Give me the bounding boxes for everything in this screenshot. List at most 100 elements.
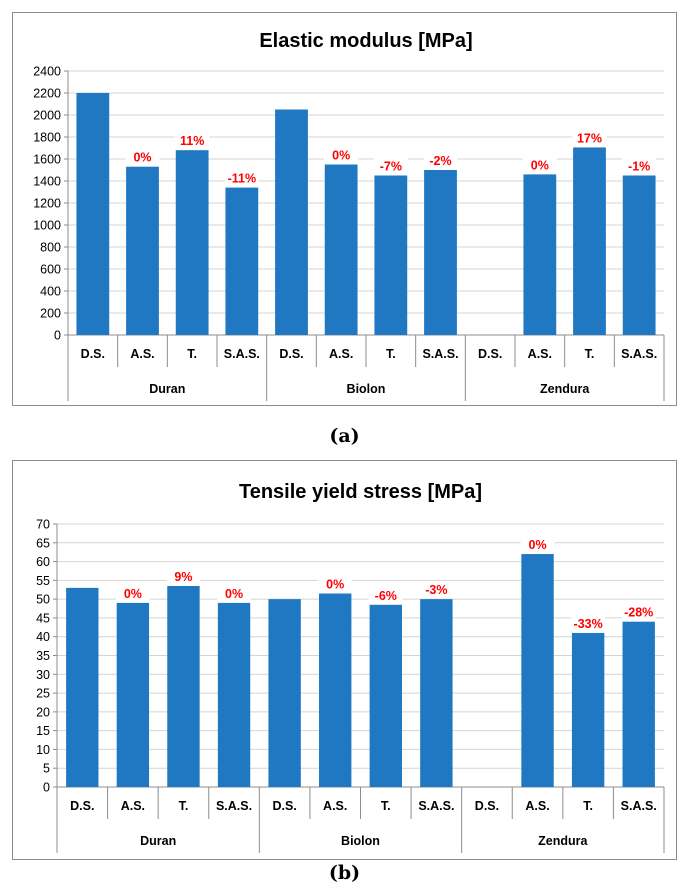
category-label: D.S. bbox=[272, 799, 296, 813]
y-tick-label: 2000 bbox=[33, 109, 61, 123]
data-label-background bbox=[622, 158, 657, 173]
category-label: S.A.S. bbox=[621, 347, 657, 361]
y-tick-label: 70 bbox=[36, 518, 50, 532]
y-tick-label: 55 bbox=[36, 574, 50, 588]
data-label-background bbox=[217, 585, 252, 600]
y-tick-label: 10 bbox=[36, 743, 50, 757]
bar bbox=[324, 164, 358, 335]
category-label: T. bbox=[583, 799, 593, 813]
data-label: -2% bbox=[429, 154, 451, 168]
y-tick-label: 600 bbox=[40, 263, 61, 277]
bar bbox=[521, 554, 554, 787]
y-tick-label: 30 bbox=[36, 668, 50, 682]
category-label: T. bbox=[187, 347, 197, 361]
y-tick-label: 1400 bbox=[33, 175, 61, 189]
data-label: -6% bbox=[375, 589, 397, 603]
y-tick-label: 45 bbox=[36, 611, 50, 625]
y-tick-label: 2200 bbox=[33, 87, 61, 101]
data-label-background bbox=[419, 582, 454, 597]
category-label: D.S. bbox=[70, 799, 94, 813]
tensile-yield-stress-chart: Tensile yield stress [MPa] 0 5 10 15 20 25 30 35… bbox=[36, 481, 665, 853]
data-label: -28% bbox=[624, 606, 653, 620]
group-label: Duran bbox=[149, 382, 185, 396]
bar bbox=[167, 585, 200, 787]
data-label: -33% bbox=[574, 617, 603, 631]
bar bbox=[571, 632, 605, 787]
bar bbox=[374, 175, 408, 335]
data-label-background bbox=[224, 170, 259, 185]
category-label: S.A.S. bbox=[422, 347, 458, 361]
category-label: A.S. bbox=[329, 347, 353, 361]
bar bbox=[622, 175, 656, 335]
category-label: A.S. bbox=[528, 347, 552, 361]
bar bbox=[424, 170, 457, 335]
elastic-modulus-chart-panel: Elastic modulus [MPa] 0 200 400 600 800 1000 12… bbox=[12, 12, 677, 406]
y-tick-label: 0 bbox=[43, 781, 50, 795]
caption-b: (b) bbox=[328, 862, 361, 884]
group-label: Zendura bbox=[540, 382, 590, 396]
chart-title: Elastic modulus [MPa] bbox=[259, 30, 472, 52]
bar bbox=[268, 599, 301, 787]
category-label: A.S. bbox=[130, 347, 154, 361]
category-label: D.S. bbox=[478, 347, 502, 361]
category-label: S.A.S. bbox=[224, 347, 260, 361]
y-tick-label: 60 bbox=[36, 555, 50, 569]
bar bbox=[225, 187, 259, 335]
bar bbox=[126, 166, 159, 335]
data-label: 11% bbox=[180, 134, 204, 148]
group-label: Zendura bbox=[538, 834, 588, 848]
y-tick-label: 2400 bbox=[33, 65, 61, 79]
category-label: T. bbox=[585, 347, 595, 361]
category-label: S.A.S. bbox=[621, 799, 657, 813]
data-label-background bbox=[115, 585, 150, 600]
y-tick-label: 20 bbox=[36, 705, 50, 719]
y-tick-label: 35 bbox=[36, 649, 50, 663]
data-label-background bbox=[373, 158, 408, 173]
data-label: 0% bbox=[133, 151, 151, 165]
chart-title: Tensile yield stress [MPa] bbox=[239, 481, 482, 503]
y-tick-label: 25 bbox=[36, 687, 50, 701]
bar bbox=[622, 621, 655, 787]
data-label: 9% bbox=[174, 570, 192, 584]
y-tick-label: 400 bbox=[40, 285, 61, 299]
category-label: T. bbox=[386, 347, 396, 361]
data-label-background bbox=[324, 147, 359, 162]
group-label: Biolon bbox=[341, 834, 380, 848]
bar bbox=[76, 93, 110, 335]
category-label: D.S. bbox=[279, 347, 303, 361]
data-label-background bbox=[571, 615, 606, 630]
y-tick-label: 1800 bbox=[33, 131, 61, 145]
bar bbox=[116, 602, 150, 787]
y-tick-label: 40 bbox=[36, 630, 50, 644]
bar bbox=[573, 147, 606, 335]
bar bbox=[175, 150, 209, 335]
bar bbox=[66, 587, 99, 787]
data-label-background bbox=[522, 157, 557, 172]
data-label: -3% bbox=[425, 583, 447, 597]
y-tick-label: 15 bbox=[36, 724, 50, 738]
y-tick-label: 200 bbox=[40, 307, 61, 321]
data-label: -11% bbox=[228, 172, 257, 186]
y-tick-label: 800 bbox=[40, 241, 61, 255]
bar bbox=[420, 599, 453, 787]
y-tick-label: 65 bbox=[36, 536, 50, 550]
y-tick-label: 50 bbox=[36, 593, 50, 607]
y-tick-label: 1200 bbox=[33, 197, 61, 211]
data-label: -7% bbox=[380, 160, 402, 174]
data-label: 0% bbox=[531, 158, 549, 172]
data-label-background bbox=[368, 587, 403, 602]
category-label: S.A.S. bbox=[216, 799, 252, 813]
category-label: T. bbox=[179, 799, 189, 813]
data-label: 17% bbox=[577, 131, 602, 145]
data-label-background bbox=[520, 537, 555, 552]
bar bbox=[523, 174, 557, 335]
data-label-background bbox=[621, 604, 656, 619]
category-label: T. bbox=[381, 799, 391, 813]
data-label-background bbox=[166, 568, 201, 583]
category-label: D.S. bbox=[81, 347, 105, 361]
data-label-background bbox=[318, 576, 353, 591]
data-label-background bbox=[423, 153, 458, 167]
data-label-background bbox=[125, 149, 160, 164]
category-label: A.S. bbox=[323, 799, 347, 813]
bar bbox=[369, 604, 402, 787]
